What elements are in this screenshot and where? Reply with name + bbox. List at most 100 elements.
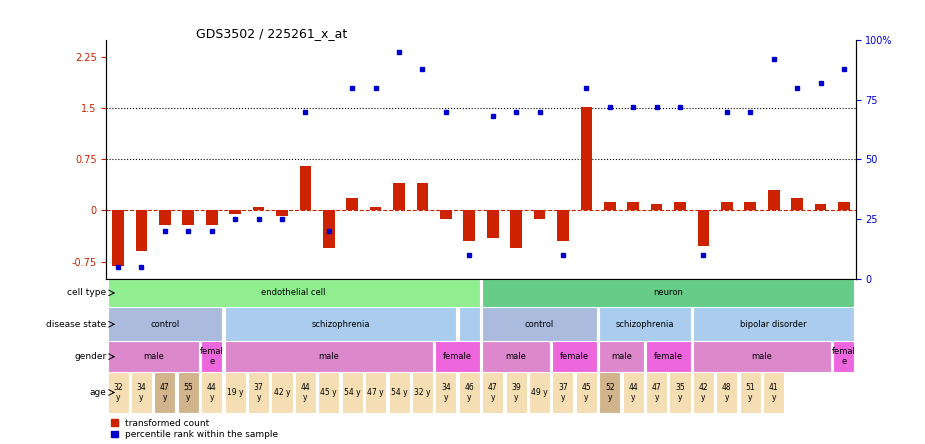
Bar [482, 278, 855, 307]
Bar [318, 372, 339, 413]
Text: gender: gender [74, 352, 106, 361]
Text: 37
y: 37 y [253, 383, 264, 402]
Text: male: male [142, 352, 164, 361]
Bar [463, 210, 475, 241]
Bar [627, 202, 639, 210]
Bar [745, 202, 756, 210]
Bar [248, 372, 269, 413]
Bar [721, 202, 733, 210]
Text: 41
y: 41 y [769, 383, 779, 402]
Bar [487, 210, 499, 238]
Bar [693, 341, 831, 372]
Bar [534, 210, 546, 218]
Text: 45 y: 45 y [320, 388, 337, 397]
Bar [225, 372, 246, 413]
Legend: transformed count, percentile rank within the sample: transformed count, percentile rank withi… [111, 419, 278, 440]
Bar [604, 202, 616, 210]
Text: 35
y: 35 y [675, 383, 684, 402]
Bar [159, 210, 171, 226]
Bar [107, 341, 199, 372]
Bar [581, 107, 592, 210]
Text: 34
y: 34 y [441, 383, 450, 402]
Bar [412, 372, 433, 413]
Bar [506, 372, 526, 413]
Bar [277, 210, 288, 216]
Bar [136, 210, 147, 251]
Bar [112, 210, 124, 266]
Bar [253, 207, 265, 210]
Bar [552, 341, 597, 372]
Bar [202, 372, 222, 413]
Bar [225, 307, 456, 341]
Bar [370, 207, 381, 210]
Bar [716, 372, 737, 413]
Text: bipolar disorder: bipolar disorder [740, 320, 807, 329]
Bar [436, 341, 480, 372]
Bar [623, 372, 644, 413]
Text: male: male [318, 352, 339, 361]
Text: GDS3502 / 225261_x_at: GDS3502 / 225261_x_at [196, 27, 348, 40]
Text: 47
y: 47 y [487, 383, 498, 402]
Text: 47
y: 47 y [160, 383, 170, 402]
Bar [300, 166, 311, 210]
Text: femal
e: femal e [832, 347, 856, 366]
Bar [229, 210, 241, 214]
Text: schizophrenia: schizophrenia [616, 320, 674, 329]
Bar [576, 372, 597, 413]
Text: 54 y: 54 y [390, 388, 407, 397]
Text: control: control [150, 320, 179, 329]
Bar [459, 307, 480, 341]
Text: 44
y: 44 y [628, 383, 638, 402]
Bar [740, 372, 760, 413]
Text: 39
y: 39 y [512, 383, 521, 402]
Bar [341, 372, 363, 413]
Bar [651, 204, 662, 210]
Text: 45
y: 45 y [582, 383, 591, 402]
Bar [511, 210, 522, 248]
Bar [670, 372, 691, 413]
Text: 52
y: 52 y [605, 383, 614, 402]
Bar [768, 190, 780, 210]
Bar [131, 372, 152, 413]
Bar [206, 210, 217, 226]
Text: 44
y: 44 y [301, 383, 310, 402]
Bar [388, 372, 410, 413]
Bar [833, 341, 855, 372]
Bar [154, 372, 176, 413]
Bar [365, 372, 386, 413]
Text: 19 y: 19 y [227, 388, 243, 397]
Bar [552, 372, 574, 413]
Bar [323, 210, 335, 248]
Bar [693, 372, 714, 413]
Bar [436, 372, 456, 413]
Text: male: male [751, 352, 772, 361]
Bar [599, 341, 644, 372]
Bar [440, 210, 451, 218]
Bar [599, 307, 691, 341]
Bar [459, 372, 480, 413]
Bar [599, 372, 621, 413]
Text: 34
y: 34 y [137, 383, 146, 402]
Text: 42 y: 42 y [274, 388, 290, 397]
Bar [202, 341, 222, 372]
Bar [107, 307, 222, 341]
Text: 46
y: 46 y [464, 383, 475, 402]
Bar [107, 372, 129, 413]
Text: endothelial cell: endothelial cell [262, 289, 326, 297]
Text: femal
e: femal e [200, 347, 224, 366]
Bar [838, 202, 850, 210]
Bar [557, 210, 569, 241]
Text: age: age [90, 388, 106, 397]
Bar [482, 372, 503, 413]
Bar [697, 210, 709, 246]
Bar [693, 307, 855, 341]
Bar [346, 198, 358, 210]
Text: 32 y: 32 y [414, 388, 431, 397]
Bar [178, 372, 199, 413]
Text: 32
y: 32 y [113, 383, 123, 402]
Bar [416, 183, 428, 210]
Bar [482, 307, 597, 341]
Bar [763, 372, 784, 413]
Text: 48
y: 48 y [722, 383, 732, 402]
Text: neuron: neuron [653, 289, 684, 297]
